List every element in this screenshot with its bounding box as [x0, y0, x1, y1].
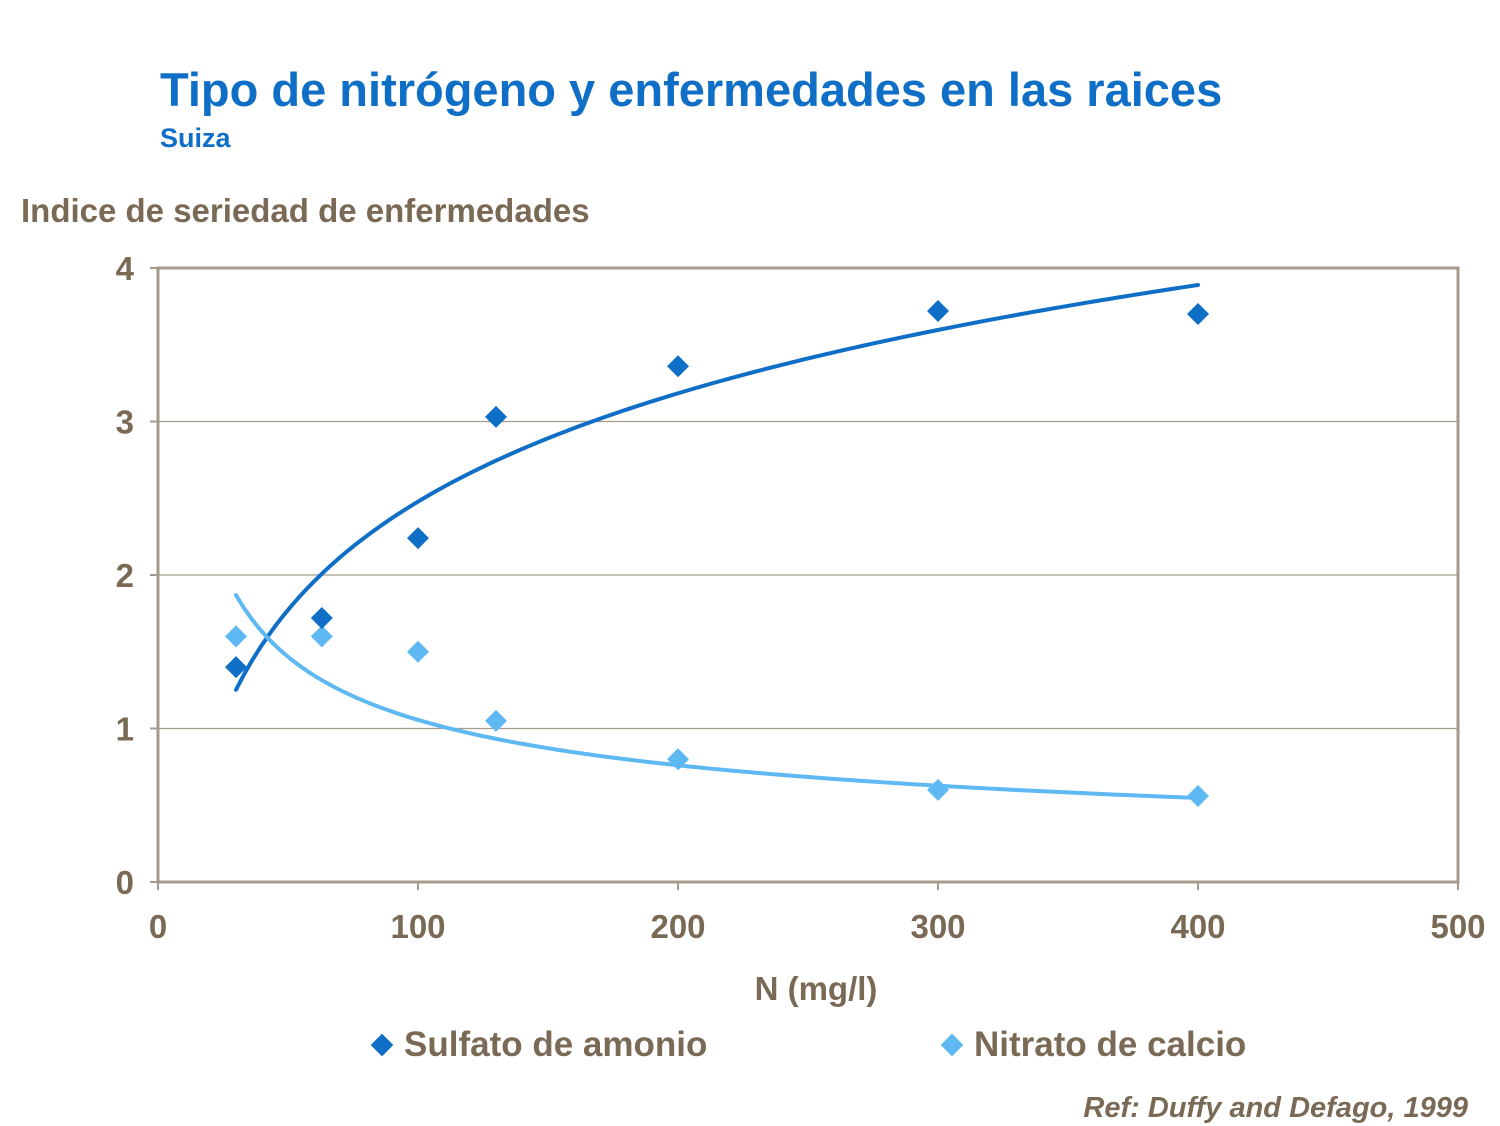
trendline-1 — [234, 593, 1200, 800]
y-tick-label: 2 — [116, 557, 134, 594]
x-tick-label: 500 — [1430, 908, 1485, 945]
legend-label-nitrato: Nitrato de calcio — [974, 1025, 1247, 1064]
data-point-series-1 — [667, 748, 689, 771]
x-tick-label: 0 — [149, 908, 167, 945]
data-points — [225, 299, 1209, 808]
tick-labels: 0 1 2 3 4 0 100 200 300 400 500 — [116, 250, 1486, 945]
legend-item-nitrato: Nitrato de calcio — [940, 1023, 1247, 1067]
axes-layer — [150, 267, 1459, 890]
data-point-series-0 — [1187, 303, 1209, 326]
y-tick-label: 3 — [116, 404, 134, 441]
x-tick-label: 200 — [650, 908, 705, 945]
reference-citation: Ref: Duffy and Defago, 1999 — [1083, 1092, 1468, 1124]
legend-item-sulfato: Sulfato de amonio — [370, 1023, 708, 1067]
data-point-series-0 — [407, 527, 429, 550]
data-point-series-1 — [225, 625, 247, 648]
grid-layer — [158, 420, 1458, 730]
chart-title: Tipo de nitrógeno y enfermedades en las … — [160, 63, 1223, 116]
y-axis-label: Indice de seriedad de enfermedades — [21, 192, 590, 229]
data-point-series-0 — [485, 405, 507, 428]
y-tick-label: 1 — [116, 711, 134, 748]
data-point-series-0 — [225, 656, 247, 679]
data-point-series-1 — [485, 709, 507, 732]
legend-label-sulfato: Sulfato de amonio — [404, 1025, 708, 1064]
legend-marker-nitrato — [940, 1033, 964, 1057]
data-point-series-0 — [310, 606, 333, 629]
x-tick-label: 300 — [910, 908, 965, 945]
data-point-series-0 — [667, 355, 689, 378]
data-point-series-1 — [407, 640, 429, 663]
data-point-series-1 — [310, 625, 333, 648]
chart-subtitle: Suiza — [160, 123, 231, 153]
legend-marker-sulfato — [370, 1033, 394, 1057]
x-tick-label: 400 — [1170, 908, 1225, 945]
y-tick-label: 4 — [116, 250, 135, 287]
x-tick-label: 100 — [390, 908, 445, 945]
y-tick-label: 0 — [116, 864, 134, 901]
x-axis-label: N (mg/l) — [754, 970, 878, 1007]
data-point-series-1 — [1187, 785, 1209, 808]
data-point-series-1 — [927, 778, 949, 801]
trendline-0 — [234, 282, 1200, 692]
trendlines — [234, 282, 1200, 800]
data-point-series-0 — [927, 299, 949, 322]
